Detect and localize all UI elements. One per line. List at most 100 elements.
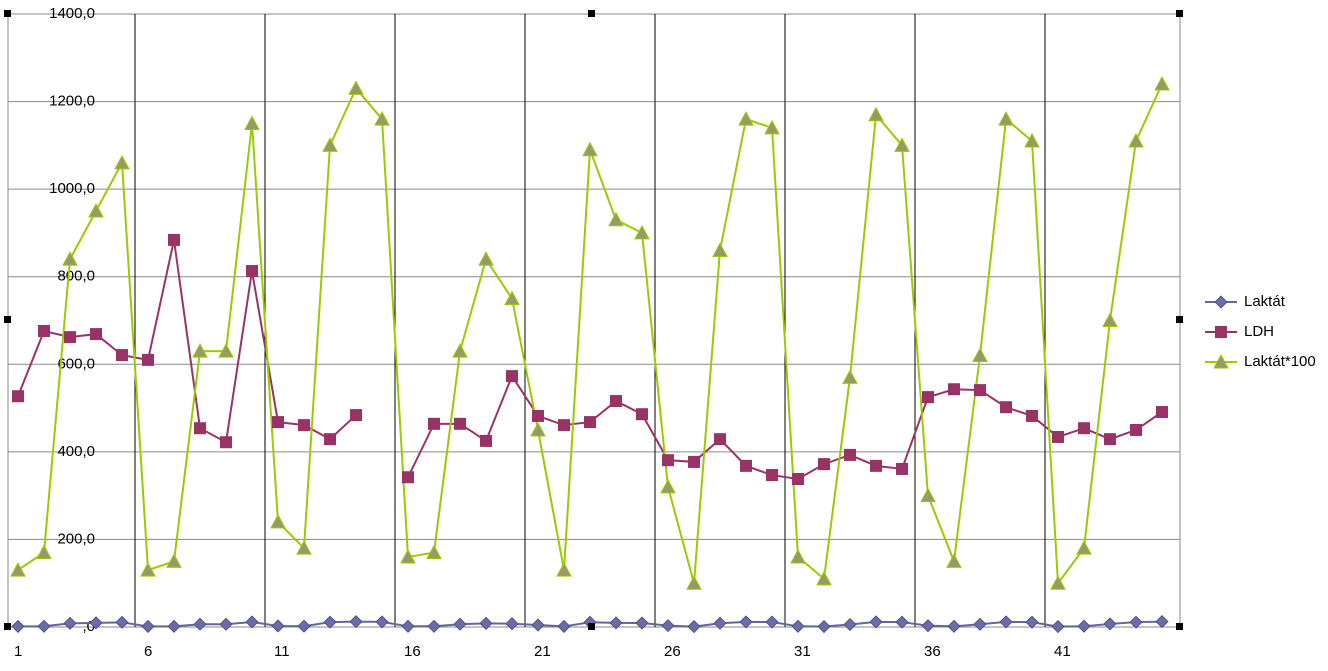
- point: [998, 111, 1014, 126]
- x-tick-label: 6: [144, 643, 152, 660]
- point: [1215, 326, 1227, 338]
- point: [844, 448, 856, 461]
- point: [662, 454, 674, 467]
- point: [974, 384, 986, 397]
- point: [894, 137, 910, 152]
- point: [972, 347, 988, 363]
- point: [816, 570, 832, 586]
- point: [1213, 353, 1229, 369]
- point: [530, 421, 546, 437]
- point: [609, 616, 623, 630]
- point: [740, 459, 752, 472]
- point: [660, 478, 676, 494]
- selection-handles: [4, 10, 1183, 630]
- point: [244, 115, 260, 130]
- handle: [588, 623, 595, 630]
- point: [38, 325, 50, 338]
- point: [532, 409, 544, 422]
- point: [453, 617, 467, 631]
- point: [272, 416, 284, 429]
- point: [1155, 615, 1169, 629]
- point: [921, 619, 935, 633]
- point: [400, 548, 416, 564]
- x-tick-label: 1: [14, 643, 22, 660]
- point: [375, 615, 389, 629]
- point: [610, 395, 622, 408]
- point: [322, 137, 338, 152]
- point: [140, 562, 156, 577]
- point: [973, 617, 987, 631]
- plot-area: [7, 13, 1181, 628]
- point: [792, 473, 804, 486]
- point: [817, 619, 831, 634]
- y-tick-label: 200,0: [57, 530, 95, 547]
- point: [895, 615, 909, 629]
- point: [1156, 406, 1168, 419]
- point: [843, 617, 857, 632]
- point: [818, 458, 830, 471]
- x-tick-label: 26: [664, 643, 681, 660]
- point: [505, 617, 519, 631]
- handle: [588, 10, 595, 17]
- point: [557, 619, 571, 633]
- point: [634, 224, 650, 240]
- point: [558, 419, 570, 432]
- point: [506, 370, 518, 383]
- point: [246, 265, 258, 278]
- point: [948, 383, 960, 396]
- point: [1076, 540, 1092, 555]
- point: [1104, 433, 1116, 446]
- point: [766, 469, 778, 482]
- point: [192, 343, 208, 358]
- point: [166, 553, 182, 568]
- point: [324, 433, 336, 446]
- point: [479, 616, 493, 630]
- x-tick-label: 41: [1054, 643, 1071, 660]
- point: [218, 343, 234, 358]
- point: [714, 433, 726, 446]
- point: [686, 575, 702, 590]
- point: [1103, 617, 1117, 631]
- point: [11, 619, 25, 633]
- point: [480, 434, 492, 447]
- point: [271, 619, 285, 633]
- point: [869, 615, 883, 629]
- point: [842, 369, 858, 384]
- point: [947, 619, 961, 633]
- point: [1024, 132, 1040, 148]
- point: [402, 471, 414, 484]
- handle: [4, 316, 11, 323]
- point: [922, 391, 934, 404]
- point: [1102, 312, 1118, 327]
- point: [531, 618, 545, 632]
- point: [1051, 619, 1065, 634]
- point: [1154, 76, 1170, 91]
- point: [12, 390, 24, 403]
- point: [90, 328, 102, 341]
- point: [688, 455, 700, 468]
- point: [64, 331, 76, 344]
- point: [739, 615, 753, 629]
- point: [1128, 132, 1144, 148]
- point: [37, 619, 51, 633]
- point: [687, 619, 701, 634]
- point: [790, 548, 806, 564]
- point: [296, 540, 312, 555]
- point: [220, 436, 232, 449]
- point: [270, 513, 286, 529]
- point: [168, 233, 180, 246]
- point: [764, 119, 780, 135]
- handle: [1176, 623, 1183, 630]
- point: [868, 106, 884, 122]
- point: [89, 616, 103, 630]
- point: [999, 615, 1013, 629]
- point: [791, 619, 805, 633]
- y-tick-label: 400,0: [57, 443, 95, 460]
- point: [219, 617, 233, 631]
- point: [374, 111, 390, 126]
- point: [896, 462, 908, 475]
- y-tick-label: 1000,0: [49, 180, 95, 197]
- point: [608, 211, 624, 227]
- point: [556, 562, 572, 577]
